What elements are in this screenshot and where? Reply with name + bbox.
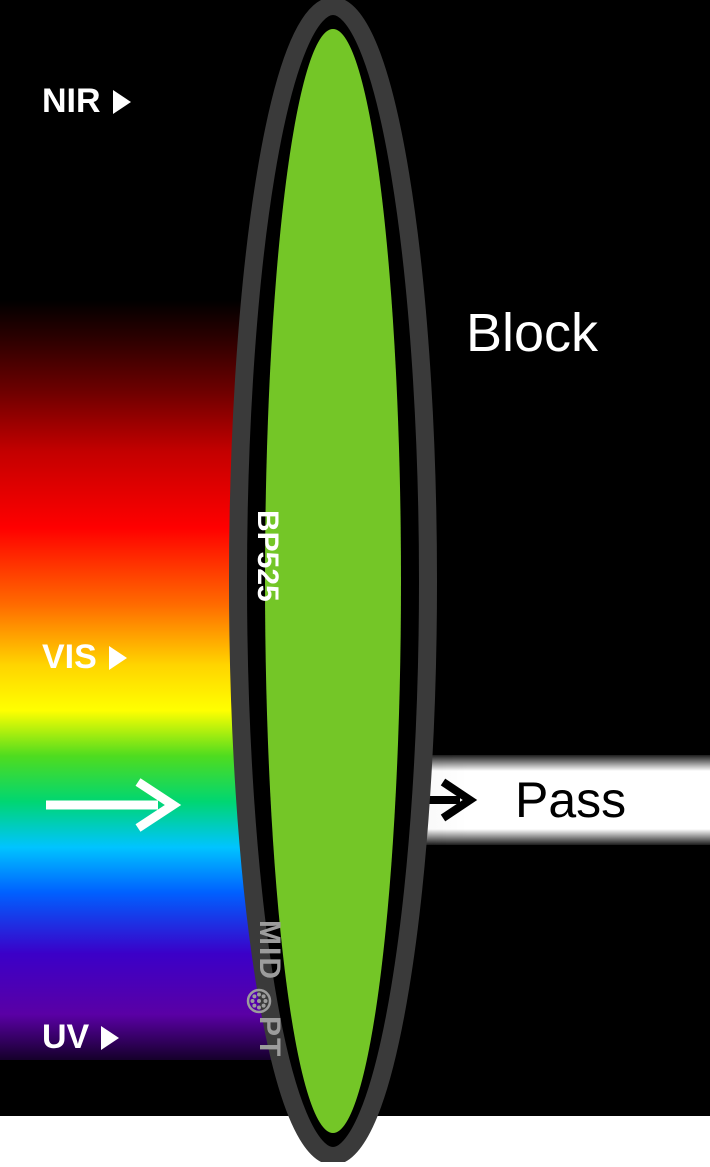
spectrum-gradient — [0, 300, 310, 1060]
triangle-icon — [113, 90, 131, 114]
uv-text: UV — [42, 1018, 89, 1057]
vis-text: VIS — [42, 638, 97, 677]
nir-text: NIR — [42, 82, 101, 121]
uv-label: UV — [42, 1018, 119, 1057]
pass-band: Pass — [305, 755, 710, 845]
pass-label: Pass — [515, 771, 626, 829]
vis-label: VIS — [42, 638, 127, 677]
triangle-icon — [109, 646, 127, 670]
nir-label: NIR — [42, 82, 131, 121]
input-arrow-icon — [38, 770, 198, 840]
triangle-icon — [101, 1026, 119, 1050]
pass-arrow-icon — [375, 770, 485, 830]
block-label: Block — [466, 302, 598, 364]
diagram-stage: Pass NIR VIS UV Block — [0, 0, 710, 1116]
